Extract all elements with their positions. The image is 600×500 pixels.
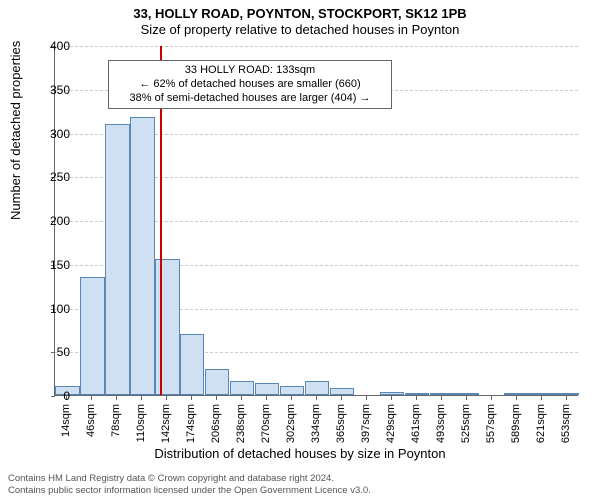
xtick-mark bbox=[91, 396, 92, 400]
xtick-mark bbox=[541, 396, 542, 400]
xtick-label: 429sqm bbox=[385, 404, 397, 443]
xtick-mark bbox=[441, 396, 442, 400]
annotation-line3: 38% of semi-detached houses are larger (… bbox=[115, 92, 385, 106]
histogram-bar bbox=[155, 259, 179, 395]
histogram-bar bbox=[130, 117, 154, 395]
histogram-bar bbox=[105, 124, 129, 395]
xtick-label: 270sqm bbox=[260, 404, 272, 443]
xtick-mark bbox=[391, 396, 392, 400]
histogram-bar bbox=[529, 393, 553, 395]
xtick-label: 174sqm bbox=[185, 404, 197, 443]
ytick-label: 400 bbox=[30, 39, 70, 53]
histogram-bar bbox=[305, 381, 329, 395]
xtick-mark bbox=[366, 396, 367, 400]
y-axis-label: Number of detached properties bbox=[8, 41, 23, 220]
xtick-label: 493sqm bbox=[435, 404, 447, 443]
histogram-bar bbox=[280, 386, 304, 395]
xtick-label: 525sqm bbox=[460, 404, 472, 443]
xtick-label: 589sqm bbox=[510, 404, 522, 443]
footer-attribution: Contains HM Land Registry data © Crown c… bbox=[8, 473, 592, 496]
histogram-bar bbox=[380, 392, 404, 396]
histogram-bar bbox=[230, 381, 254, 395]
ytick-label: 100 bbox=[30, 302, 70, 316]
histogram-bar bbox=[180, 334, 204, 395]
xtick-label: 653sqm bbox=[560, 404, 572, 443]
ytick-label: 200 bbox=[30, 214, 70, 228]
histogram-bar bbox=[405, 393, 429, 395]
annotation-line1: 33 HOLLY ROAD: 133sqm bbox=[115, 64, 385, 78]
xtick-mark bbox=[416, 396, 417, 400]
chart-title-block: 33, HOLLY ROAD, POYNTON, STOCKPORT, SK12… bbox=[0, 0, 600, 39]
annotation-line2: ← 62% of detached houses are smaller (66… bbox=[115, 78, 385, 92]
xtick-mark bbox=[291, 396, 292, 400]
histogram-bar bbox=[255, 383, 279, 395]
histogram-bar bbox=[80, 277, 104, 395]
xtick-mark bbox=[141, 396, 142, 400]
xtick-mark bbox=[166, 396, 167, 400]
ytick-label: 150 bbox=[30, 258, 70, 272]
xtick-mark bbox=[266, 396, 267, 400]
xtick-mark bbox=[116, 396, 117, 400]
ytick-label: 0 bbox=[30, 389, 70, 403]
xtick-mark bbox=[491, 396, 492, 400]
title-address: 33, HOLLY ROAD, POYNTON, STOCKPORT, SK12… bbox=[0, 6, 600, 22]
ytick-label: 350 bbox=[30, 83, 70, 97]
xtick-label: 78sqm bbox=[110, 404, 122, 437]
ytick-label: 250 bbox=[30, 170, 70, 184]
footer-line1: Contains HM Land Registry data © Crown c… bbox=[8, 473, 592, 484]
xtick-label: 557sqm bbox=[485, 404, 497, 443]
ytick-label: 50 bbox=[30, 345, 70, 359]
xtick-label: 238sqm bbox=[235, 404, 247, 443]
gridline bbox=[55, 46, 578, 47]
histogram-bar bbox=[454, 393, 478, 395]
title-subtitle: Size of property relative to detached ho… bbox=[0, 22, 600, 38]
xtick-label: 302sqm bbox=[285, 404, 297, 443]
histogram-bar bbox=[205, 369, 229, 395]
xtick-mark bbox=[516, 396, 517, 400]
xtick-mark bbox=[216, 396, 217, 400]
xtick-label: 621sqm bbox=[535, 404, 547, 443]
histogram-bar bbox=[554, 393, 578, 395]
chart-area: 33 HOLLY ROAD: 133sqm ← 62% of detached … bbox=[54, 46, 578, 396]
ytick-label: 300 bbox=[30, 127, 70, 141]
xtick-mark bbox=[341, 396, 342, 400]
x-axis-label: Distribution of detached houses by size … bbox=[0, 446, 600, 461]
xtick-mark bbox=[316, 396, 317, 400]
xtick-label: 206sqm bbox=[210, 404, 222, 443]
xtick-mark bbox=[241, 396, 242, 400]
annotation-box: 33 HOLLY ROAD: 133sqm ← 62% of detached … bbox=[108, 60, 392, 109]
xtick-label: 110sqm bbox=[135, 404, 147, 442]
xtick-label: 334sqm bbox=[310, 404, 322, 443]
xtick-label: 14sqm bbox=[60, 404, 72, 437]
xtick-label: 365sqm bbox=[335, 404, 347, 443]
xtick-mark bbox=[191, 396, 192, 400]
histogram-bar bbox=[504, 393, 528, 395]
xtick-label: 142sqm bbox=[160, 404, 172, 443]
xtick-label: 461sqm bbox=[410, 404, 422, 443]
xtick-label: 397sqm bbox=[360, 404, 372, 443]
xtick-mark bbox=[566, 396, 567, 400]
xtick-label: 46sqm bbox=[85, 404, 97, 437]
histogram-bar bbox=[430, 393, 454, 395]
xtick-mark bbox=[466, 396, 467, 400]
footer-line2: Contains public sector information licen… bbox=[8, 485, 592, 496]
histogram-bar bbox=[330, 388, 354, 395]
